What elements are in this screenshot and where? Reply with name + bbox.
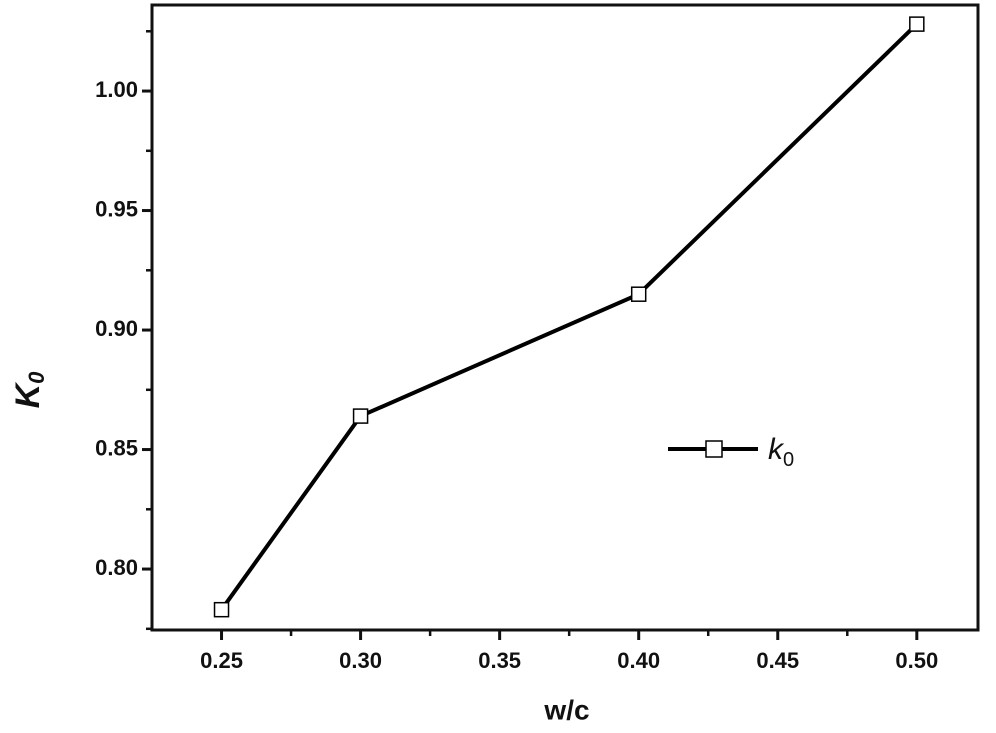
legend-label-sub: 0 — [783, 449, 794, 471]
y-tick-label: 1.00 — [95, 77, 138, 102]
y-tick-label: 0.85 — [95, 435, 138, 460]
data-marker — [630, 286, 647, 302]
legend-marker — [705, 440, 723, 458]
data-line — [219, 22, 919, 611]
x-tick-label: 0.50 — [895, 648, 938, 673]
x-axis-title: w/c — [543, 694, 589, 725]
y-axis-title-sub: 0 — [24, 371, 49, 384]
y-tick-label: 0.95 — [95, 196, 138, 221]
data-marker — [213, 601, 230, 618]
x-tick-label: 0.25 — [200, 648, 243, 673]
legend-label: k0 — [768, 433, 794, 471]
y-tick-label: 0.90 — [95, 316, 138, 341]
legend-label-main: k — [768, 433, 785, 466]
x-tick-label: 0.30 — [339, 648, 382, 673]
data-marker — [909, 16, 925, 32]
y-axis-title-main: K — [9, 381, 47, 408]
x-tick-label: 0.45 — [756, 648, 799, 673]
x-tick-label: 0.35 — [478, 648, 521, 673]
plot-frame — [150, 3, 980, 632]
y-axis-title: K0 — [9, 371, 49, 409]
legend: k0 — [668, 433, 794, 471]
data-marker — [352, 408, 369, 424]
x-tick-label: 0.40 — [617, 648, 660, 673]
y-tick-label: 0.80 — [95, 555, 138, 580]
